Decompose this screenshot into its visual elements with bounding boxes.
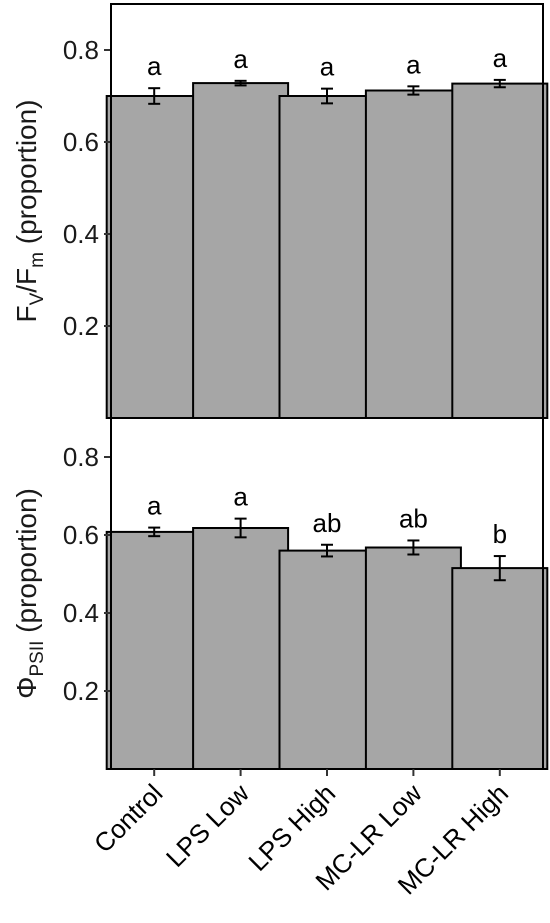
error-bar [148,87,161,105]
y-tick-label: 0.6 [63,127,99,157]
y-tick-label: 0.2 [63,311,99,341]
bar-control [105,530,203,771]
error-bar [321,87,333,105]
y-tick-label: 0.2 [63,676,99,706]
error-bar [493,555,506,582]
significance-letter: b [493,519,507,549]
bar-mc-lr-high [451,567,549,770]
bar-mc-lr-low [364,546,462,770]
significance-letter: a [493,43,508,73]
bar-lps-high [278,549,376,770]
significance-letter: a [147,51,162,81]
significance-letter: ab [399,504,428,534]
bar-lps-low [192,527,290,770]
error-bar [234,79,247,87]
x-tick-label: Control [88,778,168,858]
bar-lps-low [192,82,290,419]
bar-lps-high [278,95,376,419]
phi-psii-panel: a a ab ab b 0.2 0.4 0.6 0.8 ΦPSII (proportion) [11,417,549,771]
bar-control [105,95,203,419]
y-axis-label: ΦPSII (proportion) [11,488,48,699]
y-tick-label: 0.8 [63,442,99,472]
y-tick-label: 0.8 [63,35,99,65]
significance-letter: a [406,49,421,79]
significance-letter: a [233,482,248,512]
x-tick-label: LPS Low [160,778,255,873]
y-axis-label: FV/Fm (proportion) [11,99,48,322]
significance-letter: a [320,52,335,82]
error-bar [148,526,161,538]
bar-mc-lr-high [451,82,549,419]
significance-letter: a [233,44,248,74]
y-tick-label: 0.4 [63,598,99,628]
y-tick-label: 0.6 [63,520,99,550]
error-bar [407,85,420,96]
significance-letter: ab [313,508,342,538]
fv-fm-panel: a a a a a 0.2 0.4 0.6 0.8 FV/Fm (proportion) [11,3,549,419]
error-bar [234,517,247,539]
error-bar [407,539,420,556]
error-bar [321,543,333,558]
y-tick-label: 0.4 [63,219,99,249]
bar-mc-lr-low [364,89,462,419]
error-bar [493,78,506,89]
significance-letter: a [147,491,162,521]
